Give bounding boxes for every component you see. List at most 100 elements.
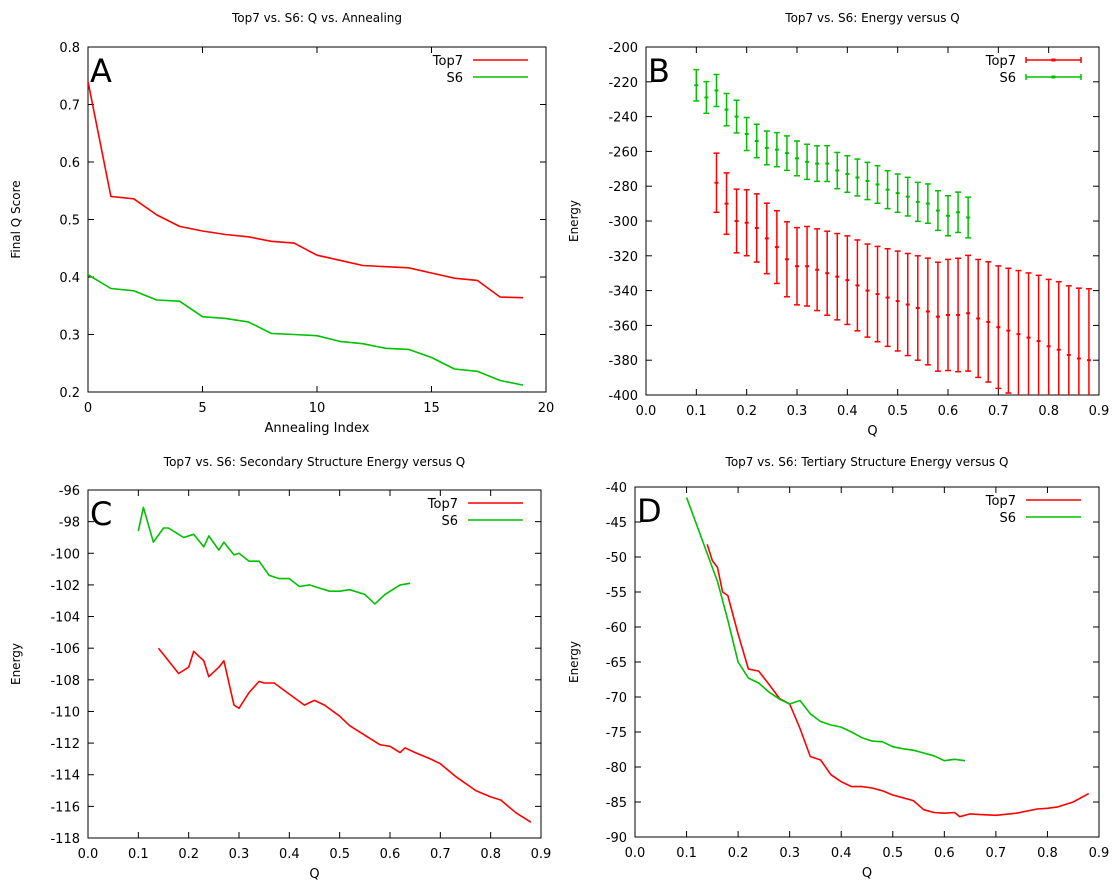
plot-frame [634,486,1100,838]
x-tick-label: 0.9 [1089,846,1110,861]
series-line-top7 [157,647,532,823]
x-axis-label: Q [862,866,872,881]
x-tick-label: 0.3 [779,846,800,861]
chart-panel-a: Top7 vs. S6: Q vs. Annealing A 0.2 0.3 0.4 0.… [0,0,558,444]
x-tick-label: 0.1 [676,846,697,861]
plot-area [685,497,1090,818]
y-tick-label: -380 [608,354,638,369]
x-tick-label: 0.5 [887,404,908,419]
x-tick-label: 0.7 [430,847,451,862]
x-tick-label: 0.4 [837,404,858,419]
y-axis-label: Energy [567,641,581,683]
x-tick-label: 0.5 [882,846,903,861]
legend-label-top7: Top7 [985,54,1016,69]
chart-title: Top7 vs. S6: Tertiary Structure Energy v… [725,455,1009,469]
x-tick-label: 0.4 [279,847,300,862]
x-tick-label: 0.3 [229,847,250,862]
legend-label-top7: Top7 [432,54,463,69]
x-axis-label: Annealing Index [265,421,370,436]
y-tick-label: 0.3 [59,329,80,344]
chart-svg-b: Top7 vs. S6: Energy versus Q B -400 -380 -36… [567,11,1110,439]
y-tick-label: -65 [606,656,627,671]
y-tick-label: -300 [608,215,638,230]
chart-title: Top7 vs. S6: Secondary Structure Energy … [163,455,465,469]
y-tick-label: -80 [606,761,627,776]
y-tick-label: 0.8 [59,41,80,56]
panel-letter: C [90,495,112,533]
x-tick-label: 0.7 [986,846,1007,861]
x-tick-label: 0.2 [728,846,749,861]
y-tick-label: -114 [50,769,80,784]
y-tick-label: -260 [608,145,638,160]
chart-panel-b: Top7 vs. S6: Energy versus Q B -400 -380 -36… [558,0,1117,444]
legend-label-s6: S6 [441,514,458,529]
legend-label-s6: S6 [999,511,1016,526]
legend-label-top7: Top7 [985,494,1016,509]
y-tick-label: -118 [50,832,80,847]
legend-label-s6: S6 [446,71,463,86]
y-tick-label: -50 [606,551,627,566]
x-tick-label: 0.6 [938,404,959,419]
y-tick-label: -112 [50,737,80,752]
y-tick-label: 0.5 [59,214,80,229]
y-axis-label: Energy [567,200,581,242]
y-tick-label: -320 [608,250,638,265]
plot-frame [645,46,1100,396]
x-tick-label: 0.1 [686,404,707,419]
y-tick-label: -75 [606,726,627,741]
y-tick-label: -400 [608,389,638,404]
y-tick-label: -55 [606,586,627,601]
y-tick-label: -116 [50,800,80,815]
x-tick-label: 0.8 [1038,404,1059,419]
y-tick-label: -110 [50,705,80,720]
series-line-s6 [88,274,524,386]
x-tick-label: 0.2 [736,404,757,419]
x-tick-label: 0.8 [480,847,501,862]
y-tick-label: -280 [608,180,638,195]
x-tick-label: 0.4 [831,846,852,861]
y-tick-label: -220 [608,76,638,91]
y-tick-label: -98 [59,516,80,531]
y-tick-label: 0.2 [59,386,80,401]
chart-svg-d: Top7 vs. S6: Tertiary Structure Energy v… [567,455,1110,881]
x-tick-label: 15 [423,401,440,416]
y-tick-label: -45 [606,516,627,531]
plot-area [88,81,524,386]
y-tick-label: 0.7 [59,99,80,114]
y-tick-label: 0.6 [59,156,80,171]
x-tick-label: 0.2 [178,847,199,862]
y-tick-label: -70 [606,691,627,706]
series-line-top7 [88,81,524,299]
y-axis-label: Final Q Score [9,180,23,258]
legend-label-s6: S6 [999,71,1016,86]
y-tick-label: -340 [608,285,638,300]
chart-svg-a: Top7 vs. S6: Q vs. Annealing A 0.2 0.3 0.4 0.… [9,11,555,436]
y-tick-label: -96 [59,484,80,499]
y-tick-label: -104 [50,611,80,626]
x-tick-label: 0 [84,401,92,416]
x-tick-label: 0.0 [625,846,646,861]
x-tick-label: 0.9 [531,847,552,862]
x-tick-label: 0.9 [1089,404,1110,419]
plot-frame [87,489,542,839]
y-tick-label: -60 [606,621,627,636]
chart-svg-c: Top7 vs. S6: Secondary Structure Energy … [9,455,552,882]
x-axis-label: Q [867,424,877,439]
series-line-top7 [706,544,1090,818]
plot-area [693,68,1092,395]
chart-panel-c: Top7 vs. S6: Secondary Structure Energy … [0,444,558,888]
y-tick-label: -240 [608,111,638,126]
legend-label-top7: Top7 [427,497,458,512]
x-tick-label: 20 [538,401,555,416]
plot-area [137,506,532,823]
x-axis-label: Q [309,867,319,882]
chart-title: Top7 vs. S6: Q vs. Annealing [231,11,402,25]
y-tick-label: -360 [608,319,638,334]
panel-letter: D [637,492,662,530]
x-tick-label: 0.5 [329,847,350,862]
plot-frame [87,46,547,393]
y-tick-label: -106 [50,642,80,657]
y-tick-label: -100 [50,547,80,562]
x-tick-label: 0.6 [934,846,955,861]
chart-title: Top7 vs. S6: Energy versus Q [784,11,959,25]
